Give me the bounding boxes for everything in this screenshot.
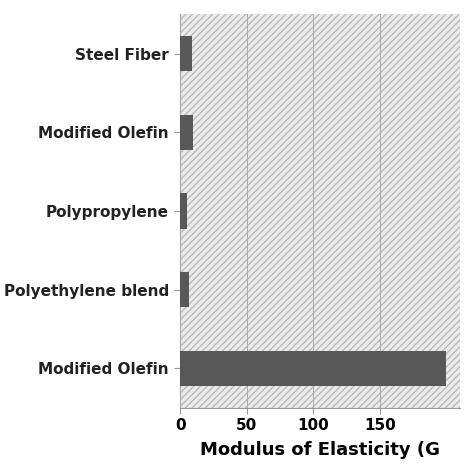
Bar <box>180 272 190 307</box>
X-axis label: Modulus of Elasticity (G: Modulus of Elasticity (G <box>200 441 440 459</box>
Bar <box>180 193 187 228</box>
Bar <box>180 115 193 150</box>
Bar <box>180 351 447 386</box>
Bar <box>180 36 192 71</box>
